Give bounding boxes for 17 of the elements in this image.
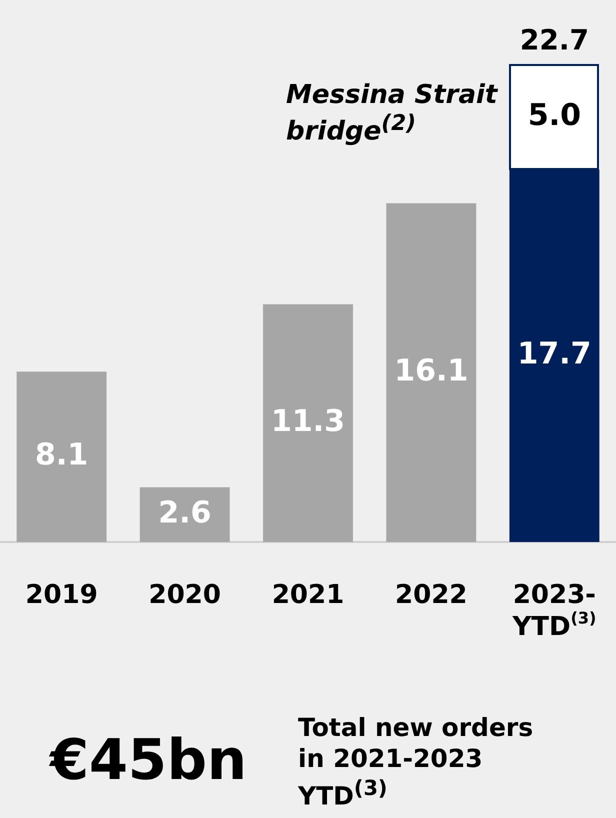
- data-label: 11.3: [270, 404, 346, 439]
- annotation: Messina Strait bridge$^{(2)}$: [286, 80, 499, 148]
- text: €45bn: [50, 728, 247, 793]
- data-label: 17.7: [517, 336, 592, 372]
- bar: [263, 304, 353, 542]
- data-label: 2.6: [158, 495, 212, 530]
- bar: [386, 203, 476, 542]
- text: Total new orders in 2021-2023 YTD$^{(3)}$: [298, 712, 534, 812]
- x-tick-label: 2021: [272, 580, 344, 610]
- data-label: 5.0: [528, 98, 581, 133]
- total-label: 22.7: [520, 24, 589, 57]
- bar: [16, 372, 107, 542]
- x-tick-label: 2022: [395, 580, 468, 610]
- x-tick-label: 2020: [148, 580, 221, 610]
- data-label: 16.1: [394, 353, 468, 388]
- data-label: 8.1: [35, 438, 88, 473]
- x-tick-label: 2019: [25, 580, 98, 610]
